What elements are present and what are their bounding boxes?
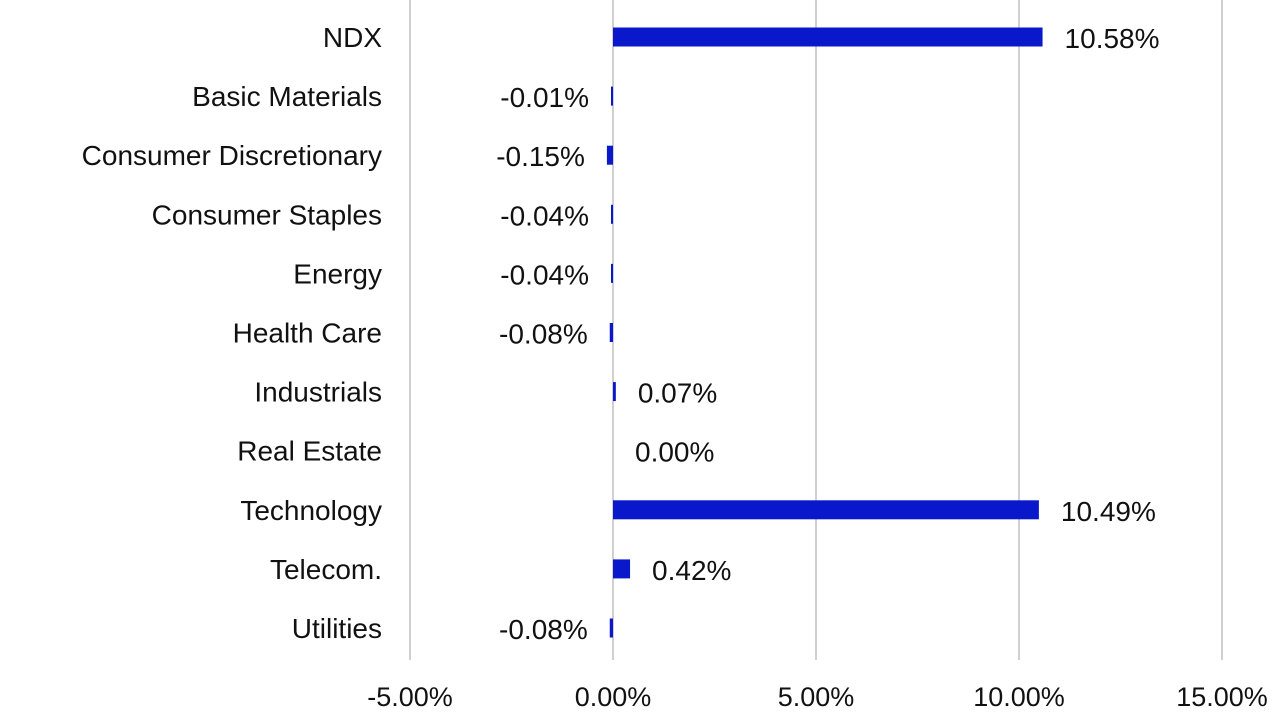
category-label: Real Estate [237, 436, 382, 467]
bar [606, 145, 613, 165]
x-tick-label: 0.00% [575, 682, 652, 712]
category-label: Telecom. [270, 554, 382, 585]
category-label: Basic Materials [192, 81, 382, 112]
grid-layer [409, 0, 1223, 660]
bar [613, 500, 1039, 520]
x-tick-label: 10.00% [973, 682, 1065, 712]
category-label: Health Care [233, 318, 382, 349]
bar [611, 263, 613, 283]
value-label: 0.42% [652, 555, 731, 586]
value-label: -0.01% [500, 82, 589, 113]
value-label: 0.07% [638, 378, 717, 409]
category-label: Technology [240, 495, 382, 526]
bar [611, 204, 613, 224]
category-label: Consumer Staples [152, 199, 382, 230]
axis-layer: -5.00% 0.00% 5.00% 10.00% 15.00% [367, 682, 1268, 712]
x-tick-label: 15.00% [1176, 682, 1268, 712]
bar [613, 559, 631, 579]
category-label: Energy [293, 258, 382, 289]
category-label: Consumer Discretionary [82, 140, 382, 171]
category-label: Utilities [292, 613, 382, 644]
category-label: NDX [323, 22, 382, 53]
value-label: -0.04% [500, 259, 589, 290]
value-label: -0.04% [500, 200, 589, 231]
value-label: -0.08% [499, 614, 588, 645]
value-label: -0.15% [496, 141, 585, 172]
x-tick-label: 5.00% [778, 682, 855, 712]
bar [609, 618, 613, 638]
value-label: 10.58% [1065, 23, 1160, 54]
x-tick-label: -5.00% [367, 682, 453, 712]
bar [609, 323, 613, 342]
bar [613, 382, 616, 402]
value-label: 10.49% [1061, 496, 1156, 527]
labels-layer: NDX 10.58% Basic Materials -0.01% Consumer D… [82, 22, 1160, 645]
value-label: -0.08% [499, 319, 588, 350]
bar [613, 27, 1043, 47]
category-label: Industrials [254, 377, 382, 408]
bars-layer [606, 27, 1043, 638]
bar [611, 86, 613, 106]
value-label: 0.00% [635, 437, 714, 468]
